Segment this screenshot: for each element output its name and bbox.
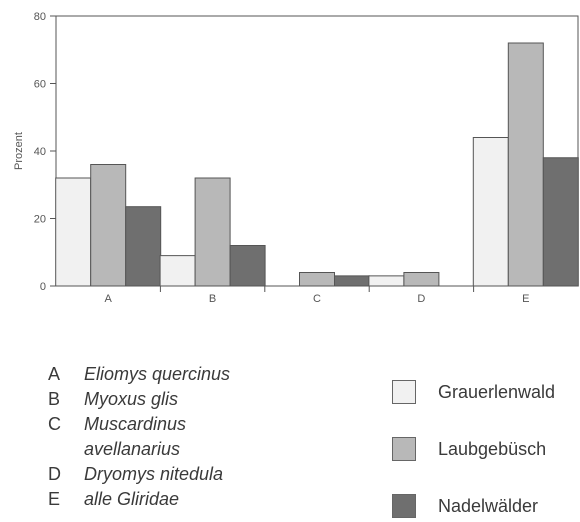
x-tick-label: D — [417, 293, 425, 305]
bar — [299, 272, 335, 287]
legend-item-grauerlenwald: Grauerlenwald — [392, 380, 555, 404]
x-tick-label: E — [522, 293, 529, 305]
legend-swatch-grauerlenwald — [392, 380, 416, 404]
species-name: avellanarius — [84, 439, 181, 459]
species-letter: D — [48, 464, 61, 484]
species-name: Eliomys quercinus — [84, 364, 231, 384]
species-name: Myoxus glis — [84, 389, 179, 409]
y-axis-label: Prozent — [13, 132, 25, 170]
species-legend: A Eliomys quercinus B Myoxus glis C Musc… — [48, 362, 230, 512]
legend-label: Nadelwälder — [438, 495, 539, 516]
bar — [55, 177, 92, 287]
species-letter: B — [48, 389, 61, 409]
species-letter: C — [48, 414, 61, 434]
bar — [334, 275, 370, 287]
species-letter: E — [48, 489, 61, 509]
species-legend-row: E alle Gliridae — [48, 487, 230, 512]
bar — [229, 245, 266, 287]
bar — [472, 137, 509, 287]
bar — [159, 255, 196, 287]
species-name: Muscardinus — [84, 414, 187, 434]
y-tick-label: 80 — [34, 11, 46, 23]
y-tick-label: 20 — [34, 214, 46, 226]
bar — [542, 157, 579, 287]
bar — [368, 275, 405, 287]
bar — [125, 206, 162, 287]
x-tick-label: A — [105, 293, 113, 305]
legend-item-nadelwaelder: Nadelwälder — [392, 494, 538, 518]
bar — [194, 177, 231, 287]
bar — [507, 42, 544, 287]
x-tick-label: B — [209, 293, 216, 305]
species-legend-row: D Dryomys nitedula — [48, 462, 230, 487]
y-tick-label: 0 — [40, 281, 46, 293]
bar — [403, 272, 440, 287]
bar-chart: 0 20 40 60 80 Prozent A B C D E — [13, 11, 579, 305]
species-legend-row: B Myoxus glis — [48, 387, 230, 412]
species-name: Dryomys nitedula — [84, 464, 224, 484]
species-legend-row: C Muscardinus — [48, 412, 230, 437]
species-name: alle Gliridae — [84, 489, 180, 509]
x-tick-label: C — [313, 293, 321, 305]
species-legend-row: avellanarius — [48, 437, 230, 462]
bar — [90, 164, 127, 287]
y-tick-label: 40 — [34, 146, 46, 158]
species-letter — [48, 437, 84, 462]
legend-swatch-nadelwaelder — [392, 494, 416, 518]
species-legend-row: A Eliomys quercinus — [48, 362, 230, 387]
y-tick-label: 60 — [34, 79, 46, 91]
legend-item-laubgebuesch: Laubgebüsch — [392, 437, 546, 461]
legend-swatch-laubgebuesch — [392, 437, 416, 461]
legend-label: Grauerlenwald — [438, 381, 556, 402]
species-letter: A — [48, 364, 61, 384]
legend-label: Laubgebüsch — [438, 438, 547, 459]
